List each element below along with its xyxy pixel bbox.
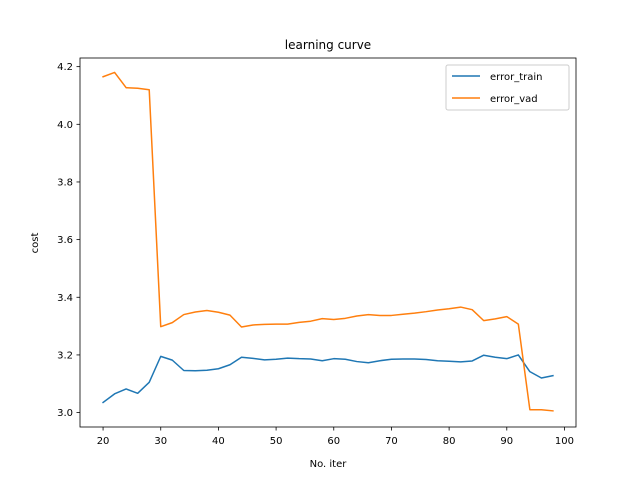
y-tick-label: 3.0 — [57, 408, 73, 419]
y-tick-label: 4.2 — [57, 62, 73, 73]
x-tick-label: 80 — [443, 436, 456, 447]
y-tick-label: 3.6 — [57, 235, 73, 246]
x-tick-label: 30 — [154, 436, 167, 447]
series-line-error-train — [102, 354, 554, 404]
y-axis-title: cost — [30, 233, 41, 254]
x-tick-label: 70 — [385, 436, 398, 447]
plot-area: 20 30 40 50 60 70 80 90 100 3.0 3.2 3.4 3.6 3.8 4.0 4.2 — [57, 57, 577, 447]
x-tick-label: 40 — [212, 436, 225, 447]
x-tick-label: 50 — [270, 436, 283, 447]
y-tick-label: 3.2 — [57, 350, 73, 361]
x-axis-title: No. iter — [310, 459, 348, 470]
legend-label-error-vad: error_vad — [490, 94, 538, 105]
x-tick-label: 60 — [327, 436, 340, 447]
x-tick-label: 20 — [97, 436, 110, 447]
x-tick-label: 100 — [555, 436, 574, 447]
series-line-error-vad — [102, 71, 554, 412]
y-tick-label: 3.8 — [57, 177, 73, 188]
chart-title: learning curve — [285, 38, 371, 52]
legend: error_train error_vad — [445, 64, 570, 111]
y-tick-label: 4.0 — [57, 120, 73, 131]
x-tick-label: 90 — [500, 436, 513, 447]
y-tick-label: 3.4 — [57, 293, 73, 304]
legend-label-error-train: error_train — [490, 72, 543, 83]
axes-frame — [79, 57, 577, 428]
